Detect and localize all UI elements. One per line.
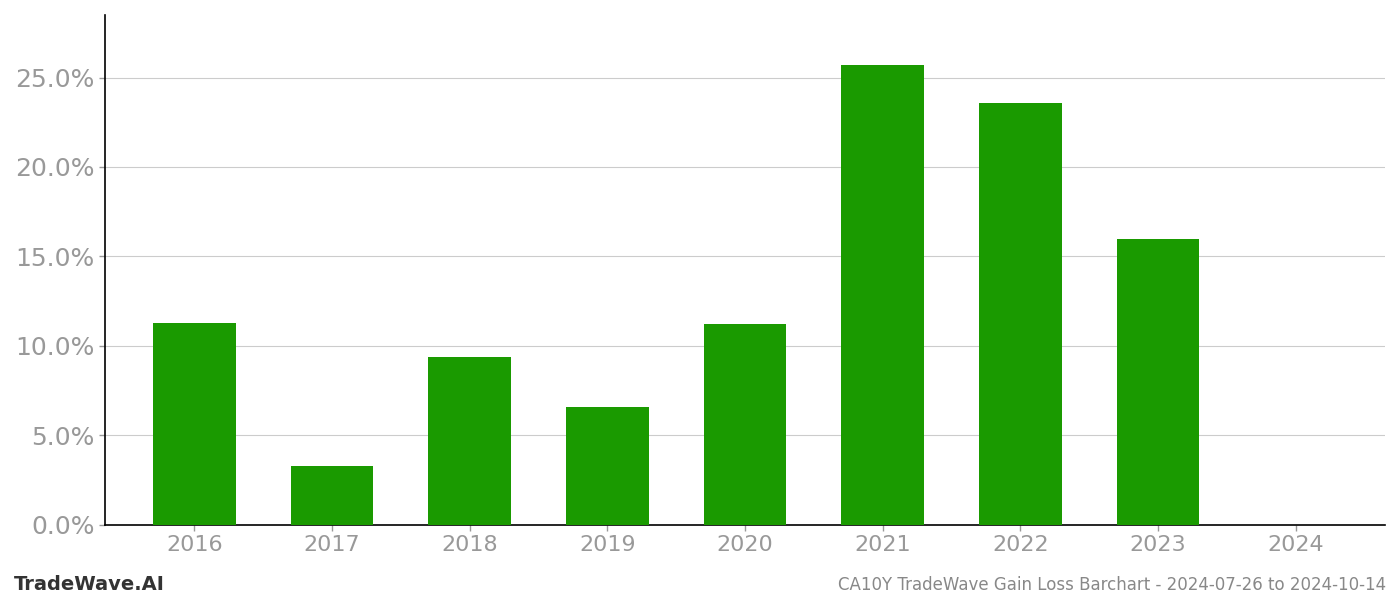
Bar bbox=[979, 103, 1061, 524]
Text: TradeWave.AI: TradeWave.AI bbox=[14, 575, 165, 594]
Bar bbox=[291, 466, 374, 524]
Bar bbox=[428, 356, 511, 524]
Bar bbox=[153, 323, 235, 524]
Bar bbox=[1117, 239, 1200, 524]
Text: CA10Y TradeWave Gain Loss Barchart - 2024-07-26 to 2024-10-14: CA10Y TradeWave Gain Loss Barchart - 202… bbox=[837, 576, 1386, 594]
Bar bbox=[566, 407, 648, 524]
Bar bbox=[841, 65, 924, 524]
Bar bbox=[704, 325, 787, 524]
